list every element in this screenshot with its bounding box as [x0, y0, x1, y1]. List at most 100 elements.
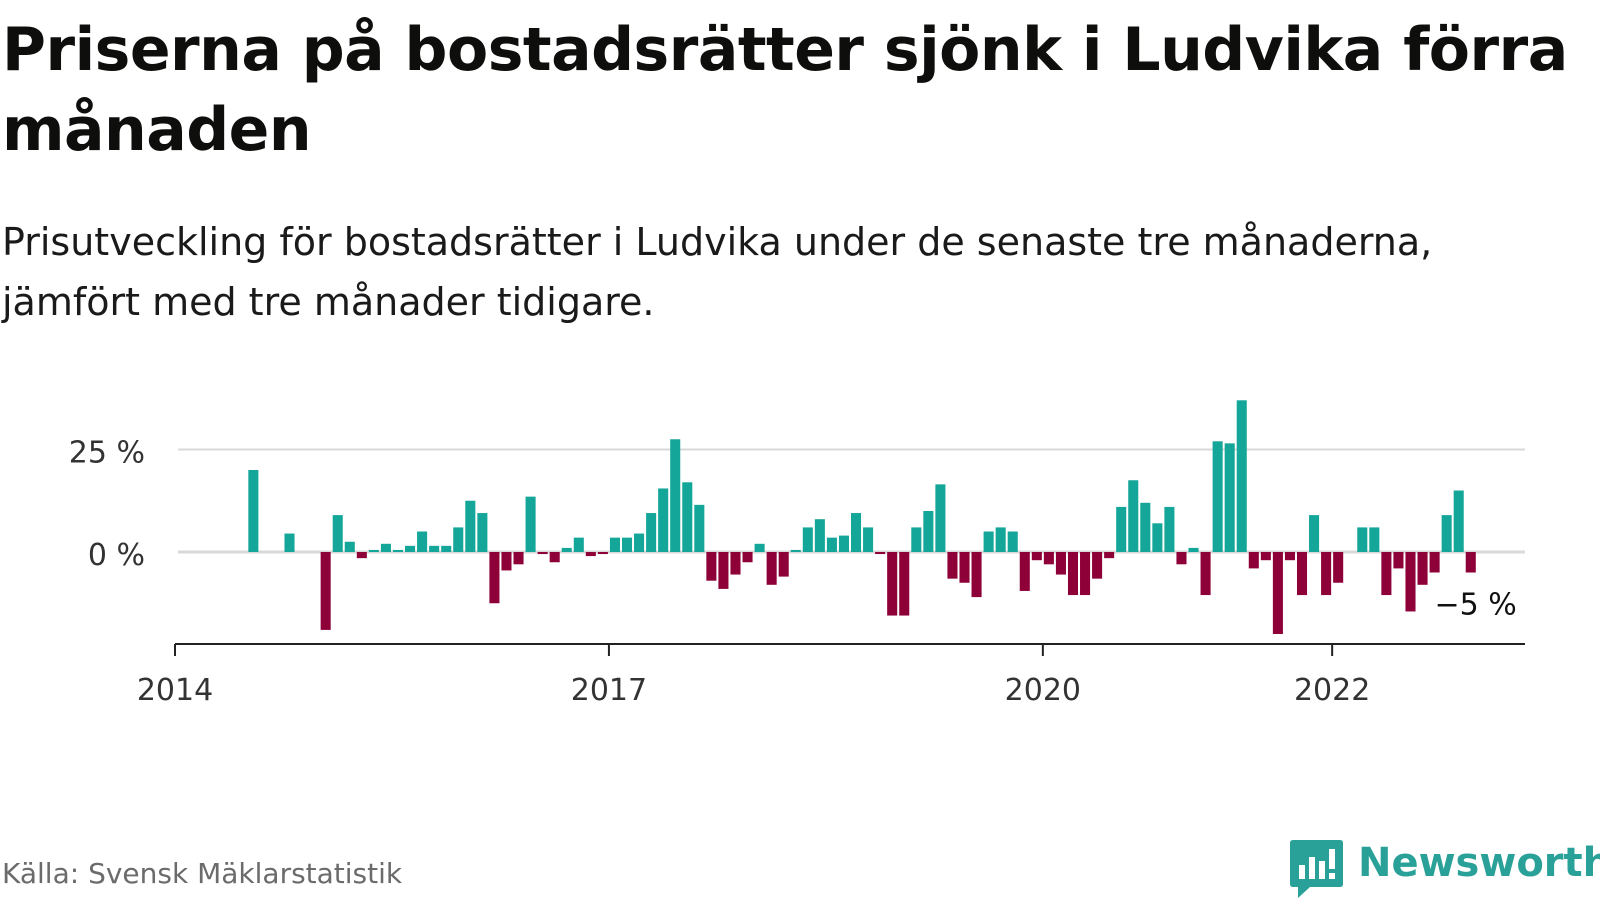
- source-note: Källa: Svensk Mäklarstatistik: [2, 857, 403, 890]
- bar: [429, 545, 440, 552]
- bar: [1140, 502, 1151, 552]
- bar: [320, 552, 331, 630]
- bar: [1309, 515, 1320, 552]
- bar: [814, 519, 825, 552]
- bar: [405, 545, 416, 552]
- bar: [561, 547, 572, 552]
- bar: [525, 496, 536, 552]
- bar: [923, 511, 934, 552]
- bar: [1164, 506, 1175, 552]
- brand-name: Newsworthy: [1358, 840, 1600, 886]
- bar: [1272, 552, 1283, 634]
- bar: [1465, 552, 1476, 573]
- bar: [875, 552, 886, 555]
- bar: [1248, 552, 1259, 569]
- bar: [380, 543, 391, 552]
- bar: [549, 552, 560, 563]
- bar: [501, 552, 512, 571]
- chart-title: Priserna på bostadsrätter sjönk i Ludvik…: [2, 15, 1568, 165]
- bar: [778, 552, 789, 577]
- bar: [706, 552, 717, 581]
- bar: [682, 482, 693, 552]
- bar: [1393, 552, 1404, 569]
- x-tick-label: 2017: [571, 673, 647, 708]
- bar: [1055, 552, 1066, 575]
- bar: [585, 552, 596, 557]
- chart-subtitle: Prisutveckling för bostadsrätter i Ludvi…: [2, 220, 1433, 324]
- bar: [1441, 515, 1452, 552]
- y-tick-label: 25 %: [69, 436, 145, 471]
- bar: [899, 552, 910, 616]
- bar: [730, 552, 741, 575]
- bar: [658, 488, 669, 552]
- x-tick-label: 2014: [137, 673, 213, 708]
- bar: [766, 552, 777, 585]
- bar: [1357, 527, 1368, 552]
- bar: [790, 549, 801, 552]
- bar: [1369, 527, 1380, 552]
- bar: [441, 545, 452, 552]
- bar: [1080, 552, 1091, 596]
- bar: [1116, 506, 1127, 552]
- bar: [754, 543, 765, 552]
- bar: [368, 549, 379, 552]
- bar: [477, 513, 488, 552]
- bar: [1212, 441, 1223, 552]
- x-tick-label: 2020: [1005, 673, 1081, 708]
- x-tick-label: 2022: [1294, 673, 1370, 708]
- bar: [1019, 552, 1030, 591]
- bar: [1224, 443, 1235, 552]
- labels: −5 %: [1434, 588, 1516, 623]
- bar: [1417, 552, 1428, 585]
- bar: [1260, 552, 1271, 561]
- bar: [694, 504, 705, 552]
- bar: [1236, 400, 1247, 552]
- bar: [1333, 552, 1344, 583]
- bar-chart: 0 % 25 % 2014 2017 2020 2022 −5 %: [69, 400, 1525, 708]
- bar: [995, 527, 1006, 552]
- bar: [634, 533, 645, 552]
- bar: [489, 552, 500, 604]
- bar: [609, 537, 620, 552]
- y-tick-label: 0 %: [88, 538, 145, 573]
- bar: [248, 470, 259, 552]
- bar: [1429, 552, 1440, 573]
- bar: [1043, 552, 1054, 565]
- bar: [573, 537, 584, 552]
- bar: [1453, 490, 1464, 552]
- bar: [887, 552, 898, 616]
- bar: [453, 527, 464, 552]
- bar: [1007, 531, 1018, 552]
- bar: [1405, 552, 1416, 612]
- bar: [983, 531, 994, 552]
- bar: [742, 552, 753, 563]
- bar: [646, 513, 657, 552]
- last-value-label: −5 %: [1434, 588, 1516, 623]
- bar: [826, 537, 837, 552]
- bar: [417, 531, 428, 552]
- bar: [1381, 552, 1392, 596]
- bar: [838, 535, 849, 552]
- bar: [1152, 523, 1163, 552]
- bar: [911, 527, 922, 552]
- bar: [1176, 552, 1187, 565]
- bar: [597, 552, 608, 555]
- x-axis: 2014 2017 2020 2022: [137, 643, 1525, 708]
- bar: [392, 549, 404, 552]
- bar: [1321, 552, 1332, 596]
- newsworthy-logo-icon: [1290, 840, 1343, 898]
- bar: [935, 484, 946, 552]
- bar: [1284, 552, 1295, 561]
- bar: [1188, 547, 1199, 552]
- bar: [802, 527, 813, 552]
- bar: [356, 552, 367, 559]
- bar: [971, 552, 982, 598]
- bars: [248, 400, 1476, 634]
- bar: [465, 500, 476, 552]
- bar: [1067, 552, 1079, 596]
- bar: [1092, 552, 1103, 579]
- bar: [959, 552, 970, 583]
- bar: [332, 515, 343, 552]
- bar: [863, 527, 874, 552]
- bar: [1200, 552, 1211, 596]
